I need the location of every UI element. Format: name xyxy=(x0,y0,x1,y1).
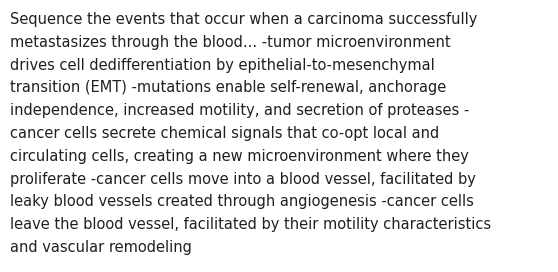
Text: drives cell dedifferentiation by epithelial-to-mesenchymal: drives cell dedifferentiation by epithel… xyxy=(10,58,435,73)
Text: transition (EMT) -mutations enable self-renewal, anchorage: transition (EMT) -mutations enable self-… xyxy=(10,81,446,95)
Text: and vascular remodeling: and vascular remodeling xyxy=(10,240,192,255)
Text: metastasizes through the blood... -tumor microenvironment: metastasizes through the blood... -tumor… xyxy=(10,35,451,50)
Text: Sequence the events that occur when a carcinoma successfully: Sequence the events that occur when a ca… xyxy=(10,12,478,27)
Text: independence, increased motility, and secretion of proteases -: independence, increased motility, and se… xyxy=(10,103,469,118)
Text: circulating cells, creating a new microenvironment where they: circulating cells, creating a new microe… xyxy=(10,149,469,164)
Text: cancer cells secrete chemical signals that co-opt local and: cancer cells secrete chemical signals th… xyxy=(10,126,439,141)
Text: leaky blood vessels created through angiogenesis -cancer cells: leaky blood vessels created through angi… xyxy=(10,194,474,209)
Text: leave the blood vessel, facilitated by their motility characteristics: leave the blood vessel, facilitated by t… xyxy=(10,217,491,232)
Text: proliferate -cancer cells move into a blood vessel, facilitated by: proliferate -cancer cells move into a bl… xyxy=(10,172,476,187)
